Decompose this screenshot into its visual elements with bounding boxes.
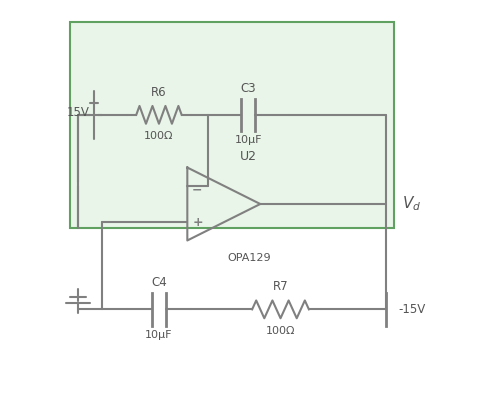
FancyBboxPatch shape [70, 22, 394, 228]
Text: R7: R7 [273, 280, 288, 293]
Text: −: − [192, 183, 203, 196]
Text: 100Ω: 100Ω [266, 326, 295, 335]
Text: 10μF: 10μF [145, 330, 173, 339]
Text: OPA129: OPA129 [228, 253, 272, 263]
Text: 10μF: 10μF [234, 135, 262, 145]
Text: R6: R6 [151, 86, 167, 99]
Text: -15V: -15V [398, 303, 425, 316]
Text: $V_d$: $V_d$ [402, 195, 421, 213]
Text: 100Ω: 100Ω [144, 131, 174, 141]
Text: +: + [192, 216, 203, 229]
Text: C4: C4 [151, 276, 167, 289]
Text: U2: U2 [240, 151, 257, 164]
Text: C3: C3 [240, 82, 256, 95]
Text: 15V: 15V [66, 106, 89, 119]
